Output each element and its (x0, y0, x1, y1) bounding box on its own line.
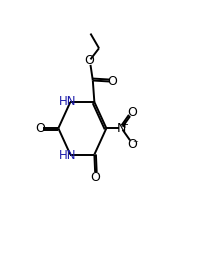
Text: ⁻: ⁻ (132, 139, 138, 149)
Text: O: O (127, 138, 137, 151)
Text: O: O (84, 54, 94, 68)
Text: N: N (117, 122, 127, 135)
Text: HN: HN (58, 149, 76, 162)
Text: HN: HN (58, 95, 76, 108)
Text: O: O (35, 122, 45, 135)
Text: +: + (120, 120, 128, 130)
Text: O: O (90, 171, 100, 184)
Text: O: O (107, 75, 117, 88)
Text: O: O (127, 106, 137, 119)
